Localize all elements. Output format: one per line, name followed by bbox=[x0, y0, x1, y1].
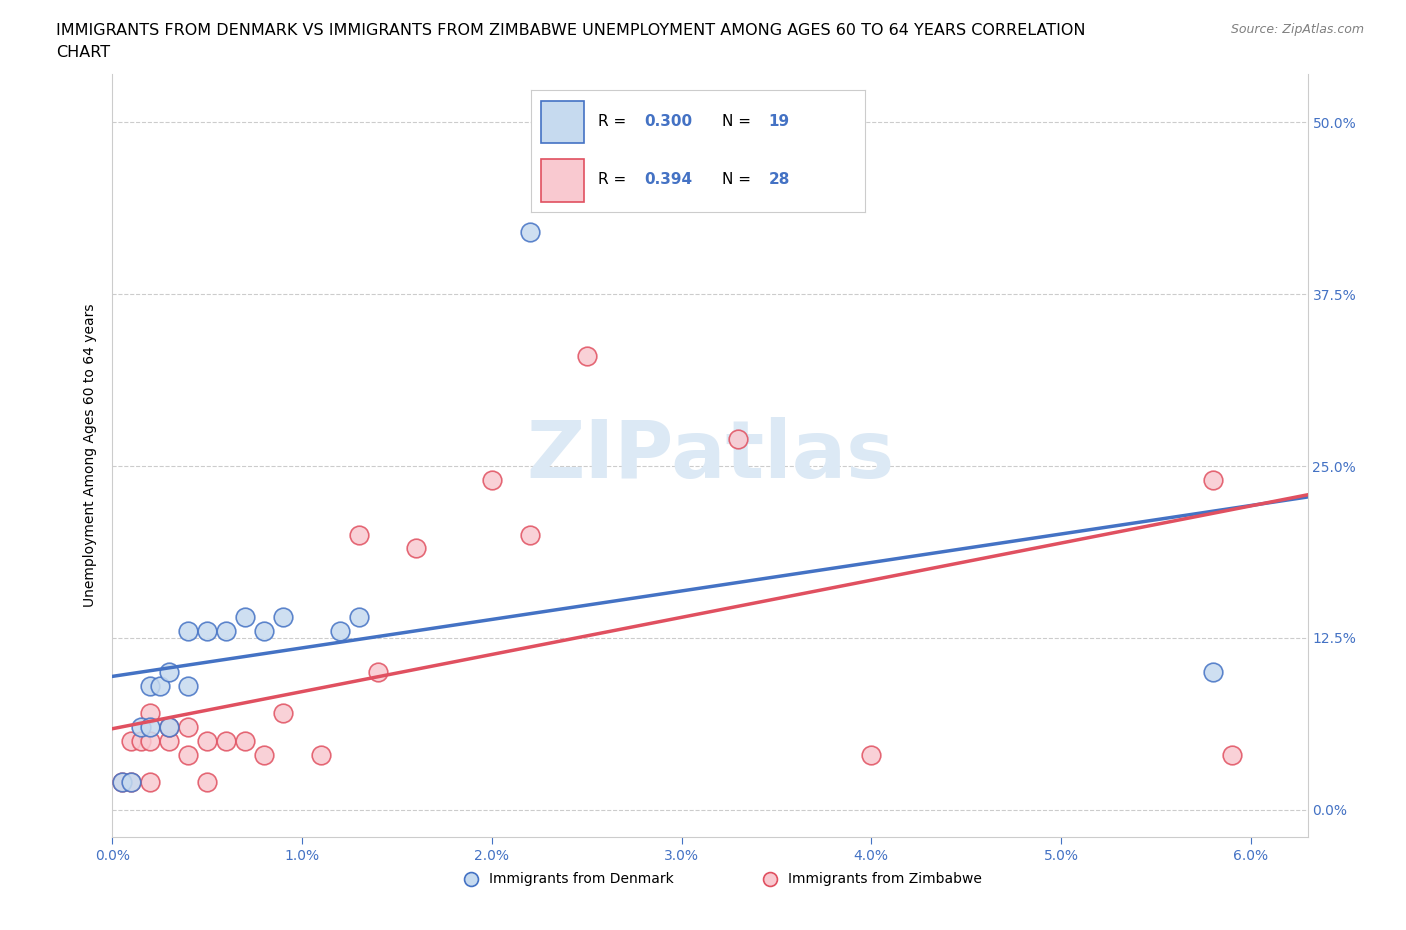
Text: ZIPatlas: ZIPatlas bbox=[526, 417, 894, 495]
Point bbox=[233, 734, 256, 749]
Point bbox=[139, 720, 162, 735]
Point bbox=[129, 720, 152, 735]
Point bbox=[253, 747, 276, 762]
Text: IMMIGRANTS FROM DENMARK VS IMMIGRANTS FROM ZIMBABWE UNEMPLOYMENT AMONG AGES 60 T: IMMIGRANTS FROM DENMARK VS IMMIGRANTS FR… bbox=[56, 23, 1085, 38]
Point bbox=[195, 775, 218, 790]
Point bbox=[347, 610, 370, 625]
Text: Immigrants from Zimbabwe: Immigrants from Zimbabwe bbox=[787, 872, 981, 886]
Point bbox=[575, 349, 598, 364]
Point bbox=[177, 747, 200, 762]
Point bbox=[177, 678, 200, 693]
Point bbox=[215, 623, 238, 638]
Point bbox=[111, 775, 134, 790]
Point bbox=[271, 706, 294, 721]
Point bbox=[139, 678, 162, 693]
Point bbox=[120, 734, 142, 749]
Point bbox=[271, 610, 294, 625]
Point bbox=[519, 527, 541, 542]
Point bbox=[177, 623, 200, 638]
Point bbox=[120, 775, 142, 790]
Point bbox=[1202, 665, 1225, 680]
Text: Source: ZipAtlas.com: Source: ZipAtlas.com bbox=[1230, 23, 1364, 36]
Point bbox=[727, 432, 749, 446]
Point bbox=[347, 527, 370, 542]
Point bbox=[139, 706, 162, 721]
Point bbox=[309, 747, 332, 762]
Point bbox=[157, 720, 180, 735]
Point bbox=[329, 623, 352, 638]
Point bbox=[120, 775, 142, 790]
Text: CHART: CHART bbox=[56, 45, 110, 60]
Point bbox=[157, 720, 180, 735]
Point bbox=[177, 720, 200, 735]
Point bbox=[129, 734, 152, 749]
Point bbox=[1202, 472, 1225, 487]
Point bbox=[253, 623, 276, 638]
Point bbox=[157, 734, 180, 749]
Point bbox=[367, 665, 389, 680]
Point bbox=[481, 472, 503, 487]
Point bbox=[195, 734, 218, 749]
Point bbox=[139, 775, 162, 790]
Point bbox=[195, 623, 218, 638]
Point bbox=[215, 734, 238, 749]
Point bbox=[1220, 747, 1243, 762]
Point bbox=[157, 665, 180, 680]
Point bbox=[233, 610, 256, 625]
Point bbox=[519, 225, 541, 240]
Point bbox=[139, 734, 162, 749]
Point bbox=[111, 775, 134, 790]
Point bbox=[860, 747, 883, 762]
Text: Immigrants from Denmark: Immigrants from Denmark bbox=[489, 872, 673, 886]
Y-axis label: Unemployment Among Ages 60 to 64 years: Unemployment Among Ages 60 to 64 years bbox=[83, 304, 97, 607]
Point bbox=[149, 678, 172, 693]
Point bbox=[405, 541, 427, 556]
